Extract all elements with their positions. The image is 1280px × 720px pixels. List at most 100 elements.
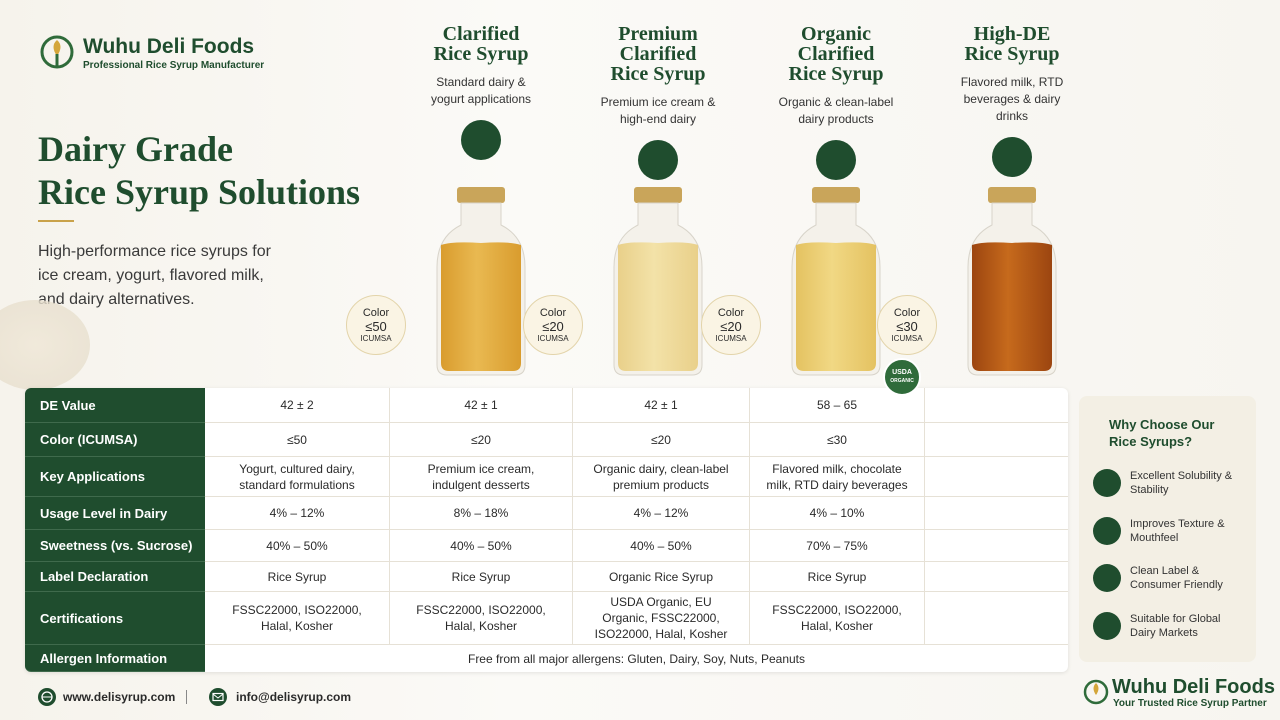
color-badge: Color ≤50 ICUMSA: [346, 295, 406, 355]
product-icon: [816, 140, 856, 180]
table-cell: 58 – 65: [750, 388, 925, 423]
badge-value: ≤50: [365, 319, 387, 334]
table-cell: 4% – 12%: [205, 497, 390, 530]
product-name-line: Rice Syrup: [788, 63, 884, 85]
mail-icon: [209, 688, 227, 706]
brand: Wuhu Deli Foods: [83, 35, 255, 58]
row-header: Color (ICUMSA): [25, 423, 205, 457]
feature-icon: [1093, 469, 1121, 497]
table-cell: Premium ice cream, indulgent desserts: [390, 457, 573, 497]
table-cell: ≤50: [205, 423, 390, 457]
table-cell: Organic Rice Syrup: [573, 562, 750, 592]
empty-cell: [925, 592, 1068, 645]
bottle-graphic: [791, 187, 881, 376]
table-cell: Organic dairy, clean-label premium produ…: [573, 457, 750, 497]
color-badge: Color ≤30 ICUMSA: [877, 295, 937, 355]
feature-text: Excellent Solubility & Stability: [1130, 470, 1233, 496]
footer-tagline: Your Trusted Rice Syrup Partner: [1113, 698, 1267, 709]
table-cell: Rice Syrup: [390, 562, 573, 592]
product-use: Premium ice cream & high-end dairy: [600, 95, 716, 126]
feature-icon: [1093, 564, 1121, 592]
product-header: Premium Clarified Rice Syrup Premium ice cr…: [578, 24, 738, 180]
website: www.delisyrup.com: [63, 690, 176, 704]
product-name-line: Rice Syrup: [964, 43, 1060, 65]
bottle-graphic: [436, 187, 526, 376]
product-name-line: Premium: [618, 23, 698, 45]
table-cell: Yogurt, cultured dairy, standard formula…: [205, 457, 390, 497]
product-name-line: Clarified: [619, 43, 697, 65]
rice-bowl: [0, 300, 90, 390]
allergen-note: Free from all major allergens: Gluten, D…: [467, 651, 806, 666]
table-cell: 4% – 12%: [573, 497, 750, 530]
badge-label: Color: [893, 307, 921, 319]
table-cell: 42 ± 2: [205, 388, 390, 423]
bottle: [788, 185, 884, 380]
table-cell: FSSC22000, ISO22000, Halal, Kosher: [390, 592, 573, 645]
feature-text: Improves Texture & Mouthfeel: [1130, 517, 1225, 544]
separator: [186, 690, 187, 704]
empty-cell: [925, 530, 1068, 562]
table-cell: ≤20: [390, 423, 573, 457]
product-name-line: High-DE: [973, 23, 1051, 45]
table-cell: 42 ± 1: [573, 388, 750, 423]
product-icon: [461, 120, 501, 160]
badge-value: ≤20: [720, 319, 742, 334]
empty-cell: [925, 497, 1068, 530]
tagline: Professional Rice Syrup Manufacturer: [83, 60, 265, 71]
product-header: Clarified Rice Syrup Standard dairy & yogu…: [401, 24, 561, 160]
email: info@delisyrup.com: [236, 690, 352, 704]
table-cell: Flavored milk, chocolate milk, RTD dairy…: [750, 457, 925, 497]
product-header: Organic Clarified Rice Syrup Organic & clea…: [756, 24, 916, 180]
hero-description: High-performance rice syrups for ice cre…: [38, 243, 271, 308]
sidebar-title: Why Choose Our Rice Syrups?: [1109, 417, 1215, 449]
table-cell: 70% – 75%: [750, 530, 925, 562]
product-use: Organic & clean-label dairy products: [778, 95, 894, 126]
logo-icon: [40, 35, 74, 69]
empty-cell: [925, 457, 1068, 497]
product-name-line: Rice Syrup: [433, 43, 529, 65]
product-header: High-DE Rice Syrup Flavored milk, RTD beve…: [932, 24, 1092, 177]
bottle: [610, 185, 706, 380]
table-cell: FSSC22000, ISO22000, Halal, Kosher: [205, 592, 390, 645]
row-header: Sweetness (vs. Sucrose): [25, 530, 205, 562]
organic-seal: USDA ORGANIC: [883, 358, 921, 396]
badge-unit: ICUMSA: [715, 334, 747, 343]
table-cell: 4% – 10%: [750, 497, 925, 530]
hero-title-line: Dairy Grade: [38, 129, 233, 169]
table-cell: Rice Syrup: [205, 562, 390, 592]
product-icon: [992, 137, 1032, 177]
bottle: [964, 185, 1060, 380]
divider: [38, 220, 74, 222]
row-header: Allergen Information: [25, 645, 205, 672]
feature-text: Clean Label & Consumer Friendly: [1130, 565, 1223, 591]
seal-bottom: ORGANIC: [890, 378, 914, 384]
badge-label: Color: [362, 307, 390, 319]
table-cell: 42 ± 1: [390, 388, 573, 423]
spec-table: DE Value 42 ± 2 42 ± 1 42 ± 1 58 – 65 Color (…: [25, 388, 1068, 672]
row-header: Certifications: [25, 592, 205, 645]
product-name-line: Organic: [801, 23, 871, 45]
bottle-graphic: [613, 187, 703, 376]
feature-text: Suitable for Global Dairy Markets: [1130, 612, 1221, 639]
product-name-line: Rice Syrup: [610, 63, 706, 85]
feature-icon: [1093, 611, 1121, 640]
table-cell: 40% – 50%: [390, 530, 573, 562]
product-icon: [638, 140, 678, 180]
empty-cell: [925, 423, 1068, 457]
table-cell: 40% – 50%: [205, 530, 390, 562]
table-cell: Rice Syrup: [750, 562, 925, 592]
footer-logo-icon: [1083, 679, 1109, 705]
badge-unit: ICUMSA: [537, 334, 569, 343]
badge-label: Color: [539, 307, 567, 319]
product-use: Flavored milk, RTD beverages & dairy dri…: [960, 75, 1064, 123]
table-cell: 8% – 18%: [390, 497, 573, 530]
badge-label: Color: [717, 307, 745, 319]
table-cell: ≤20: [573, 423, 750, 457]
color-badge: Color ≤20 ICUMSA: [701, 295, 761, 355]
table-cell: USDA Organic, EU Organic, FSSC22000, ISO…: [573, 592, 750, 645]
empty-cell: [925, 562, 1068, 592]
bottle: [433, 185, 529, 380]
product-name-line: Clarified: [442, 23, 520, 45]
hero-title-line: Rice Syrup Solutions: [38, 172, 361, 212]
